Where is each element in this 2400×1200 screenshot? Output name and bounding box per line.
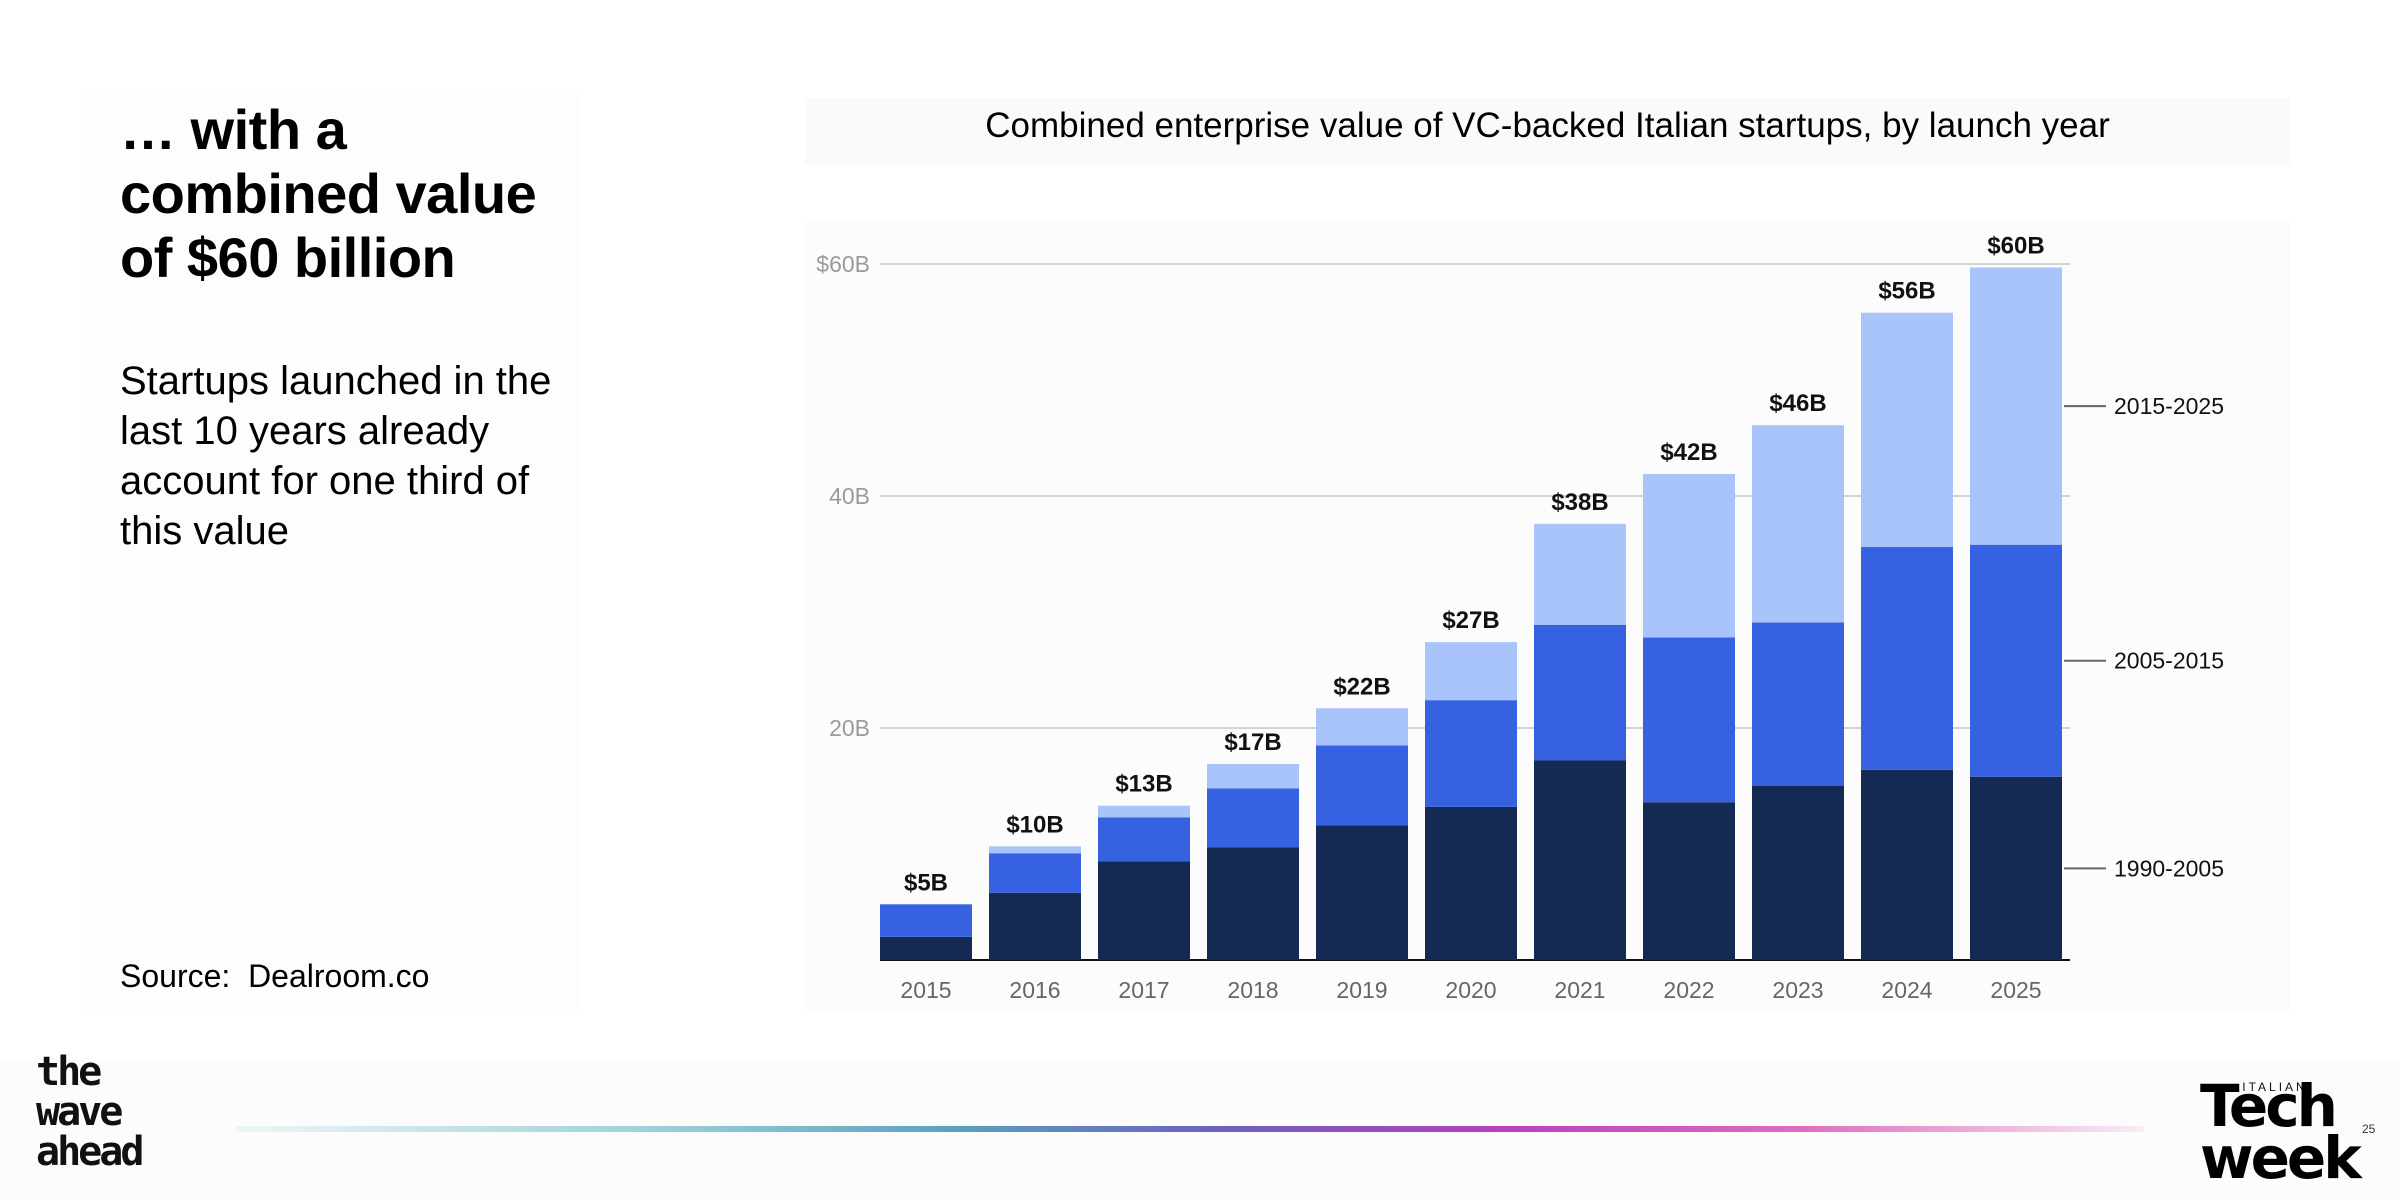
y-tick-label: 40B [829,483,870,509]
legend-label: 2015-2025 [2114,393,2224,419]
bar-total-label: $10B [1006,811,1063,838]
bar-segment-2005-2015 [989,853,1081,893]
bar-total-label: $13B [1115,771,1172,798]
y-tick-label: 20B [829,715,870,741]
bar-segment-2015-2025 [1316,708,1408,746]
bar-segment-2005-2015 [1316,745,1408,826]
logo-word: the [36,1049,102,1095]
bar-segment-2005-2015 [1861,547,1953,770]
bar-segment-1990-2005 [1643,802,1735,960]
bar-segment-2015-2025 [1861,312,1953,548]
bar-segment-1990-2005 [1425,806,1517,960]
bar-segment-2005-2015 [880,904,972,937]
bar-segment-1990-2005 [1861,769,1953,960]
x-tick-label: 2024 [1881,977,1932,1003]
bar-total-label: $42B [1660,439,1717,466]
footer-gradient-divider [235,1126,2145,1132]
bar-segment-1990-2005 [1098,861,1190,960]
logo-word: week [2200,1124,2362,1192]
bar-total-label: $22B [1333,673,1390,700]
italian-tech-week-logo: Tech week [2200,1072,2362,1192]
bar-segment-2005-2015 [1425,700,1517,807]
x-tick-label: 2015 [900,977,951,1003]
slide-headline: … with a combined value of $60 billion [120,98,537,289]
x-tick-label: 2016 [1009,977,1060,1003]
bar-segment-2015-2025 [1534,523,1626,625]
bar-segment-2005-2015 [1098,817,1190,862]
legend-label: 2005-2015 [2114,648,2224,674]
x-tick-label: 2022 [1663,977,1714,1003]
bar-segment-1990-2005 [989,892,1081,960]
bar-total-label: $38B [1551,489,1608,516]
x-tick-label: 2023 [1772,977,1823,1003]
bar-segment-2015-2025 [1752,425,1844,623]
bar-segment-1990-2005 [880,936,972,960]
source-note: Source: Dealroom.co [120,958,430,994]
chart-title: Combined enterprise value of VC-backed I… [985,106,2110,145]
bar-segment-2005-2015 [1752,622,1844,786]
bar-total-label: $5B [904,869,948,896]
bar-segment-2015-2025 [1970,267,2062,545]
bar-segment-1990-2005 [1534,760,1626,960]
y-tick-label: $60B [816,251,870,277]
bar-segment-2005-2015 [1970,544,2062,777]
bar-segment-1990-2005 [1207,847,1299,960]
tech-week-tagline: ITALIAN [2242,1080,2308,1094]
x-tick-label: 2021 [1554,977,1605,1003]
bar-segment-2005-2015 [1643,637,1735,803]
x-tick-label: 2017 [1118,977,1169,1003]
x-tick-label: 2018 [1227,977,1278,1003]
slide-subtext: Startups launched in the last 10 years a… [120,359,552,553]
bar-segment-1990-2005 [1752,786,1844,960]
x-tick-label: 2019 [1336,977,1387,1003]
bar-segment-2015-2025 [1098,805,1190,818]
legend-label: 1990-2005 [2114,855,2224,881]
x-tick-label: 2020 [1445,977,1496,1003]
bar-total-label: $60B [1987,232,2044,259]
bar-total-label: $17B [1224,729,1281,756]
page-number: 25 [2362,1122,2376,1136]
the-wave-ahead-logo: the wave ahead [36,1049,144,1175]
chart-title-background [805,98,2290,164]
logo-word: wave [36,1089,123,1135]
x-tick-label: 2025 [1990,977,2041,1003]
stacked-bar-chart: 20B 40B $60B $5B 2015 $10B 2016 $13B 2017 $17B 20… [805,220,2290,1010]
bar-segment-2015-2025 [989,846,1081,854]
bar-segment-2015-2025 [1207,763,1299,789]
bar-segment-2005-2015 [1534,624,1626,761]
bar-segment-2005-2015 [1207,788,1299,848]
left-panel-background [80,90,580,1010]
bar-segment-1990-2005 [1970,776,2062,960]
bar-segment-1990-2005 [1316,825,1408,960]
bar-total-label: $56B [1878,278,1935,305]
bar-segment-2015-2025 [1425,642,1517,701]
bar-total-label: $46B [1769,390,1826,417]
bar-total-label: $27B [1442,607,1499,634]
bar-segment-2015-2025 [1643,473,1735,638]
logo-word: Tech [2200,1072,2338,1140]
logo-word: ahead [36,1129,144,1175]
